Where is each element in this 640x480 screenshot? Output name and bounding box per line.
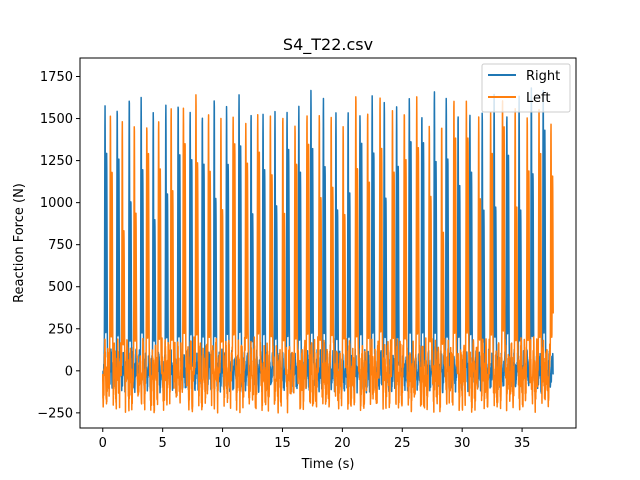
y-tick-label: 0 bbox=[65, 364, 73, 379]
x-tick-label: 0 bbox=[99, 436, 107, 451]
legend-label-left: Left bbox=[526, 91, 550, 106]
plot-frame bbox=[79, 57, 577, 429]
y-tick-label: −250 bbox=[37, 406, 73, 421]
x-tick-label: 15 bbox=[274, 436, 291, 451]
x-tick-label: 10 bbox=[214, 436, 231, 451]
y-axis: −250 0 250 500 750 1000 1250 1500 1750 bbox=[37, 70, 80, 421]
x-tick-label: 35 bbox=[514, 436, 531, 451]
y-tick-label: 1000 bbox=[40, 196, 73, 211]
x-axis-label: Time (s) bbox=[301, 457, 355, 472]
series-layer bbox=[102, 87, 554, 414]
y-tick-label: 1500 bbox=[40, 112, 73, 127]
x-tick-label: 5 bbox=[159, 436, 167, 451]
chart-title: S4_T22.csv bbox=[283, 35, 373, 55]
legend[interactable]: Right Left bbox=[481, 63, 571, 113]
y-tick-label: 1250 bbox=[40, 154, 73, 169]
plot-area bbox=[79, 57, 577, 429]
y-tick-label: 750 bbox=[48, 238, 73, 253]
y-tick-label: 1750 bbox=[40, 70, 73, 85]
x-tick-label: 20 bbox=[334, 436, 351, 451]
y-tick-label: 250 bbox=[48, 322, 73, 337]
x-tick-label: 25 bbox=[394, 436, 411, 451]
y-axis-label: Reaction Force (N) bbox=[12, 183, 27, 303]
legend-label-right: Right bbox=[526, 69, 560, 84]
x-tick-label: 30 bbox=[454, 436, 471, 451]
y-tick-label: 500 bbox=[48, 280, 73, 295]
series-line-left bbox=[102, 94, 554, 414]
x-axis: 0 5 10 15 20 25 30 35 bbox=[99, 428, 531, 451]
